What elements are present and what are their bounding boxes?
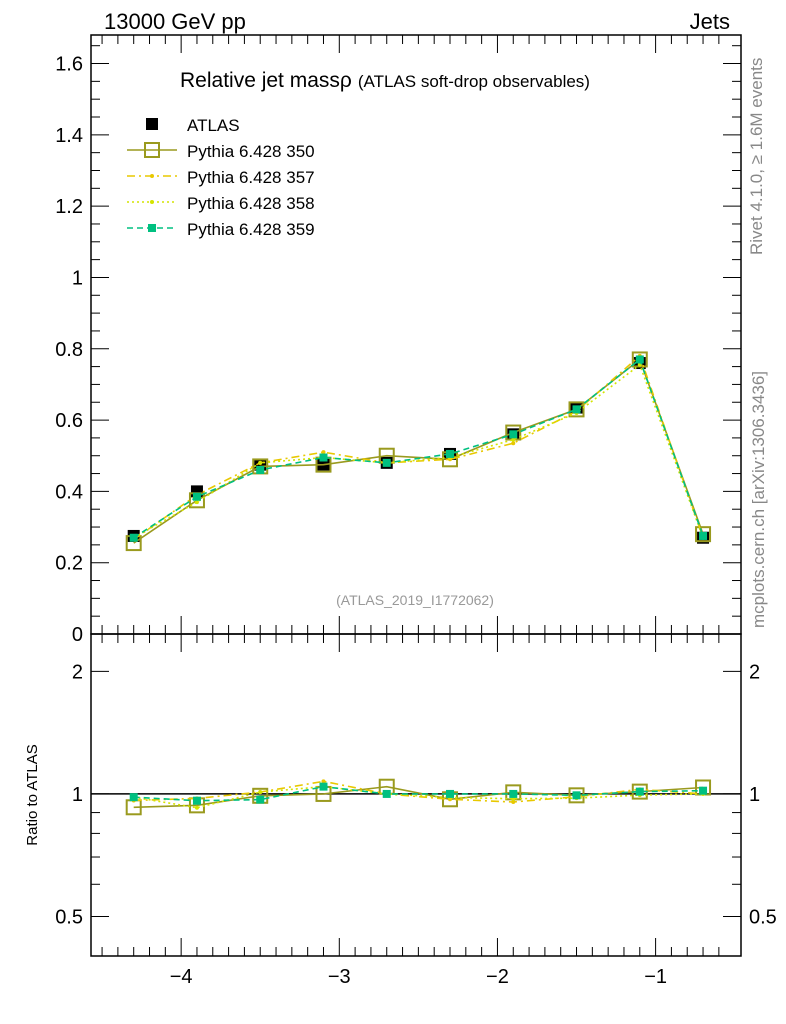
legend-marker — [146, 118, 158, 130]
y-tick-label: 1.4 — [55, 125, 83, 147]
series-line — [133, 354, 704, 541]
header-right: Jets — [690, 9, 730, 34]
y-tick-label: 1.2 — [55, 196, 83, 218]
data-point — [194, 500, 199, 505]
series-line — [133, 358, 704, 544]
legend-label: ATLAS — [187, 116, 240, 135]
ratio-series-line — [133, 780, 704, 803]
header-left: 13000 GeV pp — [104, 9, 246, 34]
ratio-point — [511, 800, 516, 805]
ratio-point — [635, 787, 644, 796]
ratio-point — [192, 796, 201, 805]
y-tick-label: 0.2 — [55, 553, 83, 575]
ratio-point — [321, 779, 326, 784]
data-point — [572, 405, 581, 414]
y-tick-label: 1.6 — [55, 54, 83, 76]
ratio-y-tick-label-right: 0.5 — [749, 907, 777, 929]
series-line — [133, 358, 704, 539]
watermark: (ATLAS_2019_I1772062) — [336, 592, 494, 608]
legend-marker — [148, 224, 156, 232]
data-point — [256, 465, 265, 474]
chart-title: Relative jet massρ (ATLAS soft-drop obser… — [180, 69, 590, 92]
data-point — [511, 441, 516, 446]
data-point — [192, 492, 201, 501]
ratio-point — [699, 786, 708, 795]
data-point — [509, 430, 518, 439]
ratio-y-tick-label-right: 2 — [749, 661, 760, 683]
x-tick-label: −4 — [170, 966, 193, 988]
data-point — [568, 401, 585, 418]
ratio-series-line — [133, 785, 704, 809]
data-point — [129, 533, 138, 542]
x-tick-label: −2 — [486, 966, 509, 988]
legend-marker — [144, 142, 160, 158]
legend-label: Pythia 6.428 350 — [187, 142, 315, 161]
ratio-series-line — [133, 785, 704, 809]
legend-label: Pythia 6.428 359 — [187, 220, 315, 239]
x-tick-label: −3 — [328, 966, 351, 988]
ratio-y-tick-label: 0.5 — [55, 907, 83, 929]
ratio-point — [572, 791, 581, 800]
series-3 — [131, 362, 706, 810]
series-2 — [131, 353, 706, 805]
data-point — [635, 355, 644, 364]
y-tick-label: 0.4 — [55, 481, 83, 503]
data-point — [319, 453, 328, 462]
y-tick-label: 0 — [72, 624, 83, 646]
y-tick-label: 0.8 — [55, 339, 83, 361]
ratio-point — [382, 789, 391, 798]
data-point — [695, 526, 712, 543]
ratio-point — [194, 805, 199, 810]
data-point — [258, 460, 263, 465]
data-point — [446, 449, 455, 458]
data-point — [699, 531, 708, 540]
legend-marker — [150, 200, 154, 204]
x-tick-label: −1 — [644, 966, 667, 988]
ratio-point — [256, 795, 265, 804]
series-0 — [127, 357, 710, 544]
ratio-point — [509, 789, 518, 798]
y-tick-label: 1 — [72, 267, 83, 289]
data-point — [321, 450, 326, 455]
legend: ATLAS Pythia 6.428 350 Pythia 6.428 357 Pyt… — [127, 116, 315, 239]
series-1 — [125, 351, 712, 816]
ratio-point — [129, 793, 138, 802]
series-4 — [129, 355, 708, 805]
ratio-y-tick-label: 2 — [72, 661, 83, 683]
ratio-frame — [90, 633, 742, 957]
legend-label: Pythia 6.428 358 — [187, 194, 315, 213]
ratio-series-line — [133, 785, 704, 802]
legend-label: Pythia 6.428 357 — [187, 168, 315, 187]
ratio-ylabel: Ratio to ATLAS — [24, 744, 41, 845]
ratio-point — [319, 782, 328, 791]
ratio-y-tick-label-right: 1 — [749, 784, 760, 806]
side-text-bottom: mcplots.cern.ch [arXiv:1306.3436] — [749, 371, 768, 628]
series-line — [133, 363, 704, 539]
ratio-y-tick-label: 1 — [72, 784, 83, 806]
legend-marker — [150, 174, 154, 178]
y-tick-label: 0.6 — [55, 410, 83, 432]
ratio-point — [258, 790, 263, 795]
data-point — [382, 458, 391, 467]
data-point — [511, 437, 516, 442]
ratio-point — [446, 789, 455, 798]
side-text-top: Rivet 4.1.0, ≥ 1.6M events — [747, 58, 766, 255]
